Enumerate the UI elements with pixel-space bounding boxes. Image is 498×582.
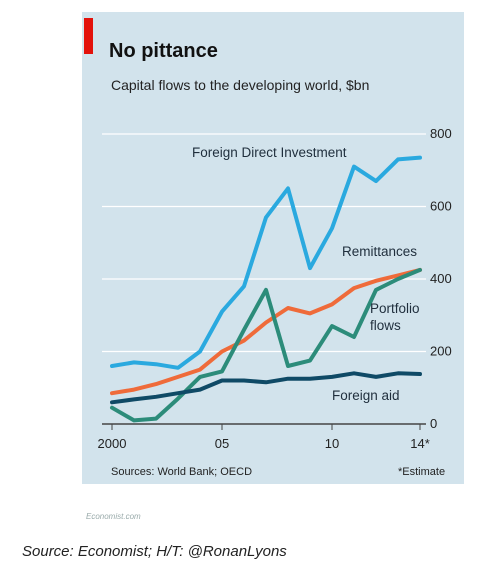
- series-labels: Foreign Direct Investment Remittances Port…: [192, 145, 420, 403]
- chart-card: [82, 12, 464, 484]
- series-label: Foreign Direct Investment: [192, 145, 347, 160]
- y-tick-label: 800: [430, 126, 452, 141]
- chart-subtitle: Capital flows to the developing world, $…: [111, 77, 370, 93]
- y-tick-label: 0: [430, 416, 437, 431]
- series-label: Foreign aid: [332, 388, 400, 403]
- image-caption: Source: Economist; H/T: @RonanLyons: [22, 543, 287, 560]
- accent-bar: [84, 18, 93, 54]
- series-line: [110, 267, 422, 423]
- x-tick-label: 2000: [98, 436, 127, 451]
- y-tick-label: 200: [430, 344, 452, 359]
- series-line: [110, 371, 422, 405]
- chart-title: No pittance: [109, 40, 218, 62]
- x-tick-label: 10: [325, 436, 339, 451]
- x-tick-label: 14*: [410, 436, 430, 451]
- site-credit: Economist.com: [86, 512, 141, 521]
- x-axis-ticks: 2000 05 10 14*: [98, 424, 430, 451]
- x-tick-label: 05: [215, 436, 229, 451]
- series-label: Portfolio flows: [370, 301, 420, 333]
- estimate-note: *Estimate: [398, 466, 446, 478]
- series-line: [110, 155, 422, 370]
- series-lines: [110, 155, 422, 423]
- series-line: [110, 267, 422, 396]
- series-label: Remittances: [342, 244, 417, 259]
- y-tick-label: 400: [430, 271, 452, 286]
- source-note: Sources: World Bank; OECD: [111, 466, 253, 478]
- gridlines: [102, 133, 426, 425]
- y-tick-label: 600: [430, 199, 452, 214]
- y-axis-ticks: 0 200 400 600 800: [430, 126, 452, 431]
